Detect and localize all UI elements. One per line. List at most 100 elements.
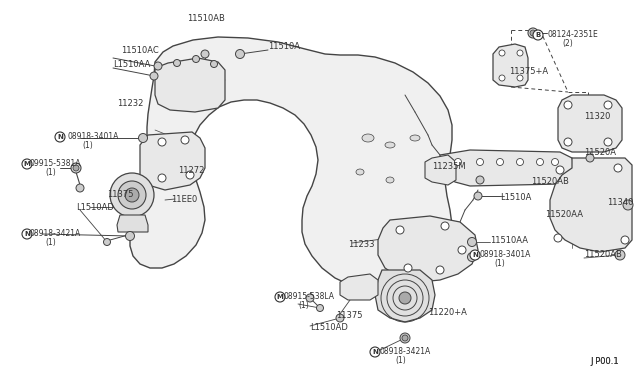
Text: 11520AB: 11520AB: [531, 177, 569, 186]
Circle shape: [211, 61, 218, 67]
Text: (1): (1): [45, 238, 56, 247]
Circle shape: [396, 226, 404, 234]
Circle shape: [73, 165, 79, 171]
Circle shape: [193, 55, 200, 62]
Circle shape: [458, 246, 466, 254]
Text: J P00.1: J P00.1: [590, 357, 619, 366]
Polygon shape: [375, 270, 435, 322]
Text: (1): (1): [298, 301, 308, 310]
Circle shape: [552, 158, 559, 166]
Circle shape: [399, 292, 411, 304]
Circle shape: [533, 30, 543, 40]
Text: L1510AD: L1510AD: [310, 323, 348, 332]
Circle shape: [454, 158, 461, 166]
Circle shape: [110, 173, 154, 217]
Circle shape: [470, 250, 480, 260]
Ellipse shape: [362, 134, 374, 142]
Text: 11340: 11340: [607, 198, 634, 207]
Circle shape: [370, 347, 380, 357]
Polygon shape: [378, 216, 478, 282]
Text: M: M: [24, 161, 31, 167]
Text: (1): (1): [82, 141, 93, 150]
Text: 11235M: 11235M: [432, 162, 466, 171]
Circle shape: [536, 158, 543, 166]
Text: N: N: [57, 134, 63, 140]
Circle shape: [118, 181, 146, 209]
Text: (1): (1): [494, 259, 505, 268]
Circle shape: [181, 136, 189, 144]
Text: L1510AD: L1510AD: [76, 203, 114, 212]
Text: 11272: 11272: [178, 166, 204, 175]
Text: (1): (1): [395, 356, 406, 365]
Text: 11510AB: 11510AB: [187, 14, 225, 23]
Circle shape: [150, 72, 158, 80]
Circle shape: [476, 176, 484, 184]
Circle shape: [516, 158, 524, 166]
Circle shape: [467, 253, 477, 262]
Circle shape: [554, 234, 562, 242]
Polygon shape: [440, 150, 575, 186]
Text: 08918-3421A: 08918-3421A: [30, 229, 81, 238]
Circle shape: [517, 50, 523, 56]
Polygon shape: [117, 215, 148, 232]
Circle shape: [306, 294, 314, 302]
Circle shape: [441, 222, 449, 230]
Circle shape: [404, 264, 412, 272]
Circle shape: [158, 138, 166, 146]
Circle shape: [138, 134, 147, 142]
Circle shape: [621, 236, 629, 244]
Text: 11EE0: 11EE0: [171, 195, 197, 204]
Polygon shape: [130, 37, 452, 288]
Text: N: N: [24, 231, 30, 237]
Ellipse shape: [385, 142, 395, 148]
Circle shape: [22, 159, 32, 169]
Text: 11520AA: 11520AA: [545, 210, 583, 219]
Text: (1): (1): [45, 168, 56, 177]
Circle shape: [517, 75, 523, 81]
Polygon shape: [425, 155, 456, 185]
Circle shape: [604, 101, 612, 109]
Text: 08915-538LA: 08915-538LA: [283, 292, 334, 301]
Circle shape: [400, 333, 410, 343]
Circle shape: [158, 174, 166, 182]
Polygon shape: [155, 58, 225, 112]
Circle shape: [615, 250, 625, 260]
Circle shape: [125, 188, 139, 202]
Circle shape: [556, 166, 564, 174]
Circle shape: [317, 305, 323, 311]
Text: 11520AB: 11520AB: [584, 250, 622, 259]
Circle shape: [499, 50, 505, 56]
Circle shape: [586, 154, 594, 162]
Circle shape: [530, 30, 536, 36]
Circle shape: [104, 238, 111, 246]
Text: 08124-2351E: 08124-2351E: [547, 30, 598, 39]
Circle shape: [564, 138, 572, 146]
Text: 11510A: 11510A: [268, 42, 300, 51]
Circle shape: [236, 49, 244, 58]
Polygon shape: [140, 132, 205, 190]
Text: 11233: 11233: [348, 240, 374, 249]
Text: 11510AA: 11510AA: [490, 236, 528, 245]
Text: 08918-3401A: 08918-3401A: [68, 132, 120, 141]
Text: 11375: 11375: [107, 190, 134, 199]
Text: (2): (2): [562, 39, 573, 48]
Ellipse shape: [386, 177, 394, 183]
Circle shape: [76, 184, 84, 192]
Circle shape: [402, 335, 408, 341]
Circle shape: [186, 171, 194, 179]
Circle shape: [467, 237, 477, 247]
Circle shape: [528, 28, 538, 38]
Text: 11320: 11320: [584, 112, 611, 121]
Polygon shape: [340, 274, 378, 300]
Circle shape: [436, 266, 444, 274]
Text: N: N: [472, 252, 478, 258]
Circle shape: [497, 158, 504, 166]
Circle shape: [474, 192, 482, 200]
Text: J P00.1: J P00.1: [590, 357, 619, 366]
Text: L1510A: L1510A: [500, 193, 531, 202]
Text: 08918-3401A: 08918-3401A: [480, 250, 531, 259]
Circle shape: [125, 231, 134, 241]
Ellipse shape: [410, 135, 420, 141]
Circle shape: [477, 158, 483, 166]
Text: 11510AC: 11510AC: [121, 46, 159, 55]
